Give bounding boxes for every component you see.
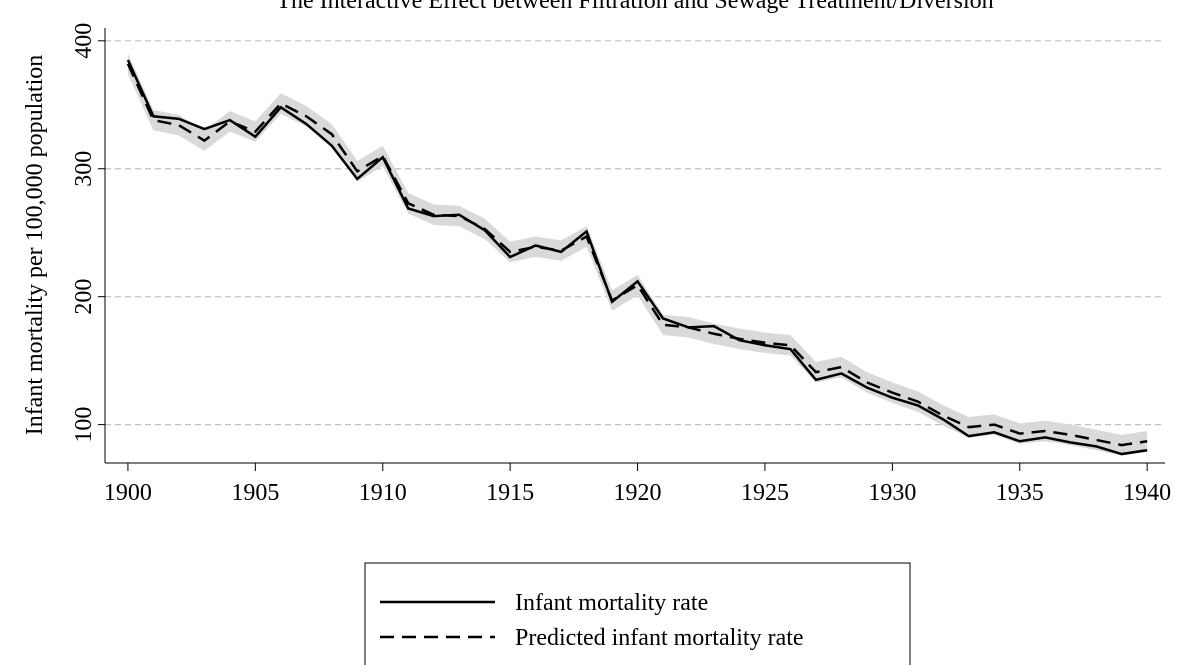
x-tick-label: 1900 [104, 480, 152, 506]
x-tick-label: 1935 [996, 480, 1044, 506]
y-tick-label: 200 [71, 279, 97, 315]
series-line [126, 63, 1148, 447]
confidence-band [127, 53, 1148, 456]
y-tick-label: 400 [71, 23, 97, 59]
legend [364, 562, 911, 665]
x-tick-label: 1905 [231, 480, 279, 506]
y-tick-label: 300 [71, 151, 97, 187]
x-tick-label: 1920 [614, 480, 662, 506]
legend-label: Predicted infant mortality rate [515, 625, 804, 651]
y-axis-label: Infant mortality per 100,000 population [22, 55, 48, 436]
x-tick-label: 1915 [486, 480, 534, 506]
x-tick-label: 1925 [741, 480, 789, 506]
y-tick-label: 100 [71, 407, 97, 443]
legend-label: Infant mortality rate [515, 590, 708, 616]
x-tick-label: 1940 [1123, 480, 1171, 506]
series-line [126, 59, 1148, 456]
x-tick-label: 1910 [359, 480, 407, 506]
x-tick-label: 1930 [868, 480, 916, 506]
chart-title: The Interactive Effect between Filtratio… [276, 0, 993, 14]
